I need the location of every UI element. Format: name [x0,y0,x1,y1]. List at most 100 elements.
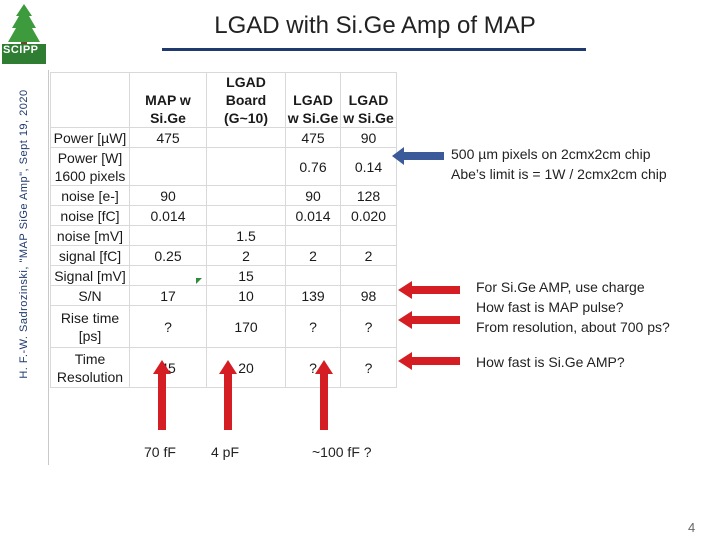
column-header: LGAD Board (G~10) [206,72,286,128]
table-cell: 0.76 [285,147,341,186]
side-credit: H. F.-W. Sadrozinski, "MAP SiGe Amp", Se… [18,89,30,379]
table-cell: 98 [340,285,397,306]
column-header-line: MAP w [145,92,191,108]
note-line: 500 µm pixels on 2cmx2cm chip [451,146,651,162]
column-header-line: Si.Ge [150,110,186,126]
capacitance-label: 70 fF [144,444,176,460]
table-cell [206,127,286,148]
table-cell: 90 [129,185,207,206]
red-up-arrow-icon [315,360,333,430]
table-cell: 2 [285,245,341,266]
row-label: Signal [mV] [50,265,130,286]
column-header: LGAD w Si.Ge [285,72,341,128]
table-cell: 475 [129,127,207,148]
table-cell: 0.25 [129,245,207,266]
note-line: For Si.Ge AMP, use charge [476,279,645,295]
row-label-line: Time [74,350,106,367]
left-divider [48,70,49,465]
table-cell: ? [285,347,341,388]
table-cell [129,147,207,186]
red-up-arrow-icon [153,360,171,430]
table-row: Time Resolution 45 20 ? ? [50,347,397,388]
row-label-line: 1600 pixels [54,167,126,184]
title-underline [162,48,586,51]
header-blank [50,72,130,128]
table-cell: 2 [340,245,397,266]
table-cell [129,265,207,286]
table-cell: 2 [206,245,286,266]
table-cell [340,225,397,246]
table-cell [206,185,286,206]
table-row: Signal [mV] 15 [50,265,397,286]
table-row: Rise time [ps] ? 170 ? ? [50,305,397,348]
page-number: 4 [688,520,696,535]
table-cell: 10 [206,285,286,306]
rise-time-note: For Si.Ge AMP, use charge How fast is MA… [476,277,670,337]
column-header-line: LGAD Board [225,74,267,108]
column-header: LGAD w Si.Ge [340,72,397,128]
column-header-line: w Si.Ge [343,110,394,126]
table-cell: 90 [340,127,397,148]
table-cell: 0.14 [340,147,397,186]
row-label: signal [fC] [50,245,130,266]
row-label-line: Rise time [60,309,120,326]
table-cell: 128 [340,185,397,206]
table-row: signal [fC] 0.25 2 2 2 [50,245,397,266]
row-label: noise [fC] [50,205,130,226]
column-header-line: LGAD [293,92,333,108]
row-label: Rise time [ps] [50,305,130,348]
logo-text: SCIPP [3,44,39,56]
table-row: noise [mV] 1.5 [50,225,397,246]
table-cell [285,225,341,246]
table-row: noise [fC] 0.014 0.014 0.020 [50,205,397,226]
row-label: S/N [50,285,130,306]
table-cell: 90 [285,185,341,206]
table-cell: 0.014 [285,205,341,226]
red-left-arrow-icon [398,352,460,370]
table-cell: ? [129,305,207,348]
row-label-line: Resolution [56,368,124,385]
row-label-line: Power [W] [57,149,123,166]
column-header: MAP w Si.Ge [129,72,207,128]
table-cell: ? [340,305,397,348]
column-header-line: (G~10) [224,110,268,126]
row-label: noise [mV] [50,225,130,246]
table-cell: 170 [206,305,286,348]
row-label: Power [W] 1600 pixels [50,147,130,186]
table-cell: 17 [129,285,207,306]
row-label: Power [µW] [50,127,130,148]
table-cell: ? [285,305,341,348]
note-line: How fast is MAP pulse? [476,299,624,315]
table-cell: 0.014 [129,205,207,226]
table-cell [206,147,286,186]
table-cell: ? [340,347,397,388]
table-header-row: MAP w Si.Ge LGAD Board (G~10) LGAD w Si.… [50,72,397,128]
note-line: How fast is Si.Ge AMP? [476,354,625,370]
table-cell: 15 [206,265,286,286]
table-cell [129,225,207,246]
table-cell [285,265,341,286]
table-cell: 1.5 [206,225,286,246]
capacitance-label: 4 pF [211,444,240,460]
table-cell [340,265,397,286]
blue-left-arrow-icon [392,147,444,165]
column-header-line: LGAD [348,92,389,108]
green-marker-icon [196,278,202,284]
table-row: Power [W] 1600 pixels 0.76 0.14 [50,147,397,186]
row-label-line: [ps] [78,327,102,344]
slide-title: LGAD with Si.Ge Amp of MAP [214,12,536,39]
scipp-tree-logo [2,2,46,64]
table-cell: 139 [285,285,341,306]
time-resolution-note: How fast is Si.Ge AMP? [476,352,625,372]
table-row: noise [e-] 90 90 128 [50,185,397,206]
column-header-line: w Si.Ge [287,110,339,126]
comparison-table: MAP w Si.Ge LGAD Board (G~10) LGAD w Si.… [50,72,397,388]
row-label: Time Resolution [50,347,130,388]
red-left-arrow-icon [398,311,460,329]
red-up-arrow-icon [219,360,237,430]
note-line: Abe’s limit is = 1W / 2cmx2cm chip [451,166,667,182]
row-label: noise [e-] [50,185,130,206]
note-line: From resolution, about 700 ps? [476,319,670,335]
table-row: S/N 17 10 139 98 [50,285,397,306]
table-cell: 0.020 [340,205,397,226]
